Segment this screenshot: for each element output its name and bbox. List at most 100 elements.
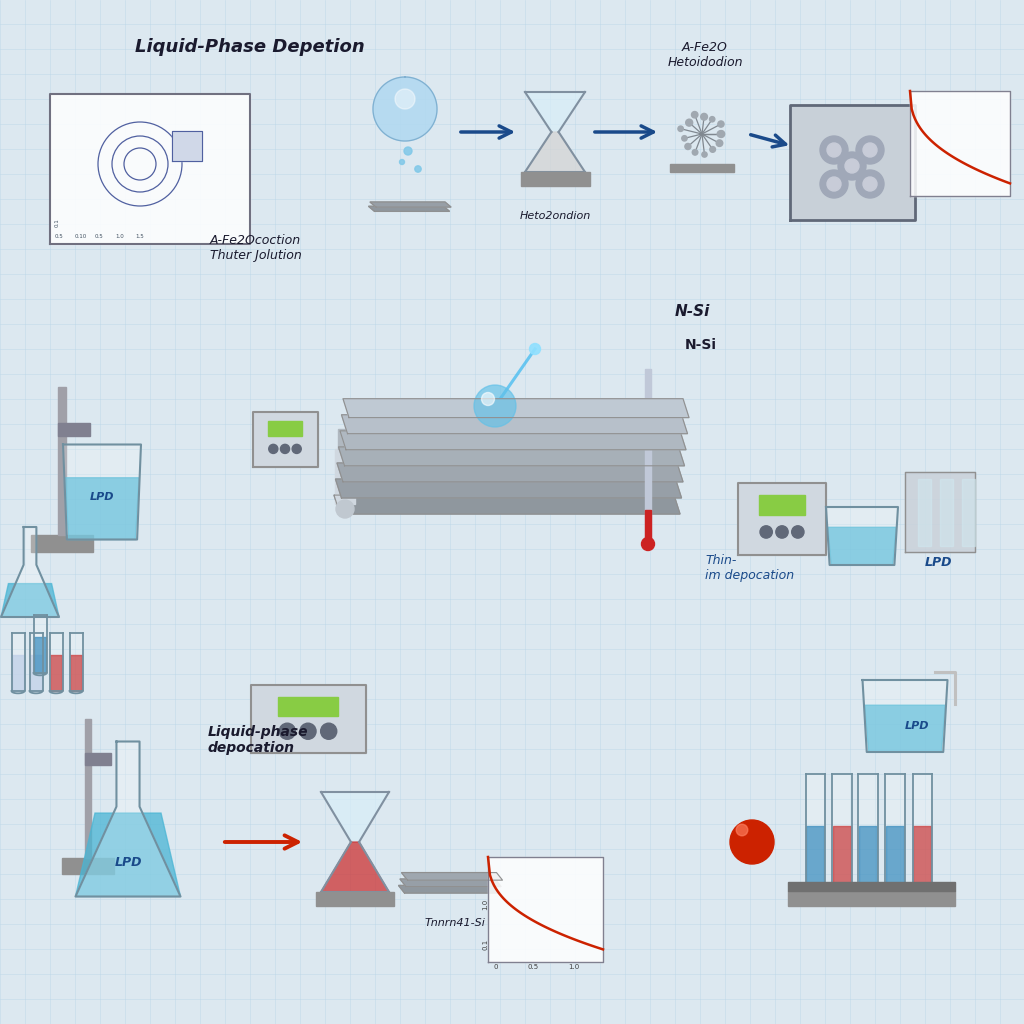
Polygon shape [520, 172, 590, 186]
Polygon shape [859, 826, 877, 898]
Polygon shape [58, 386, 66, 535]
Polygon shape [321, 842, 389, 892]
Text: 1.0: 1.0 [568, 964, 580, 970]
Polygon shape [940, 479, 953, 546]
Polygon shape [343, 398, 689, 418]
Polygon shape [400, 879, 501, 887]
Polygon shape [370, 202, 451, 207]
Polygon shape [373, 77, 437, 141]
Circle shape [399, 160, 404, 165]
Text: 1.0: 1.0 [115, 234, 124, 239]
Polygon shape [788, 882, 955, 891]
Circle shape [529, 343, 541, 354]
Polygon shape [70, 633, 83, 691]
Circle shape [686, 119, 692, 126]
Polygon shape [806, 773, 824, 898]
Polygon shape [268, 421, 302, 436]
Circle shape [827, 143, 841, 157]
Polygon shape [321, 792, 389, 842]
Circle shape [700, 114, 708, 120]
Circle shape [691, 112, 698, 118]
Polygon shape [886, 773, 904, 898]
Polygon shape [340, 431, 686, 450]
Circle shape [404, 147, 412, 155]
Polygon shape [910, 91, 1010, 196]
Polygon shape [335, 449, 355, 504]
Polygon shape [30, 633, 43, 691]
Polygon shape [49, 633, 62, 691]
Polygon shape [827, 527, 896, 565]
Polygon shape [336, 479, 682, 498]
Polygon shape [834, 826, 851, 898]
Circle shape [863, 177, 877, 191]
Polygon shape [488, 857, 603, 962]
Circle shape [792, 525, 804, 539]
Circle shape [692, 150, 697, 155]
Polygon shape [398, 886, 500, 893]
Circle shape [481, 392, 495, 406]
Polygon shape [85, 719, 91, 858]
Circle shape [718, 130, 725, 137]
Text: N-Si: N-Si [685, 338, 717, 352]
Polygon shape [759, 496, 805, 515]
Polygon shape [858, 773, 878, 898]
Text: Heto2ondion: Heto2ondion [519, 211, 591, 221]
Circle shape [710, 117, 715, 122]
Polygon shape [790, 104, 914, 219]
Circle shape [685, 143, 691, 150]
Text: 1.5: 1.5 [135, 234, 143, 239]
Text: LPD: LPD [115, 856, 141, 869]
Circle shape [863, 143, 877, 157]
Polygon shape [339, 446, 684, 466]
Circle shape [415, 166, 421, 172]
Circle shape [716, 140, 723, 146]
Polygon shape [862, 680, 947, 752]
Text: 0.1: 0.1 [482, 939, 488, 950]
Circle shape [641, 538, 654, 551]
Polygon shape [826, 507, 898, 565]
Text: LPD: LPD [90, 492, 115, 502]
Circle shape [321, 723, 337, 739]
Polygon shape [1, 584, 59, 617]
Polygon shape [334, 495, 680, 514]
Polygon shape [913, 826, 931, 898]
Circle shape [336, 500, 354, 518]
Polygon shape [50, 655, 61, 691]
Polygon shape [85, 753, 112, 765]
Polygon shape [31, 535, 93, 552]
Text: N-Si: N-Si [675, 304, 711, 319]
Polygon shape [645, 369, 651, 542]
Polygon shape [401, 872, 503, 881]
Polygon shape [63, 444, 141, 540]
Text: Liquid-phase
depocation: Liquid-phase depocation [208, 725, 308, 755]
Text: A-Fe2O
Hetoidodion: A-Fe2O Hetoidodion [668, 41, 742, 69]
Circle shape [280, 723, 295, 739]
Text: 0: 0 [493, 964, 498, 970]
Polygon shape [58, 423, 90, 436]
Circle shape [718, 121, 724, 127]
Polygon shape [962, 479, 975, 546]
Circle shape [281, 444, 290, 454]
Text: Tnnrn41-Si: Tnnrn41-Si [425, 918, 485, 928]
Text: LPD: LPD [905, 721, 930, 731]
Circle shape [717, 131, 723, 137]
Polygon shape [253, 412, 317, 467]
Circle shape [856, 136, 884, 164]
Polygon shape [62, 858, 114, 873]
Polygon shape [76, 741, 180, 896]
Polygon shape [833, 773, 852, 898]
Circle shape [736, 824, 748, 836]
Circle shape [776, 525, 788, 539]
Polygon shape [905, 472, 975, 552]
Polygon shape [525, 92, 585, 132]
Circle shape [701, 152, 708, 157]
Polygon shape [12, 655, 24, 691]
Polygon shape [864, 706, 945, 752]
Polygon shape [341, 415, 687, 434]
Polygon shape [50, 94, 250, 244]
Polygon shape [279, 696, 338, 716]
Circle shape [856, 170, 884, 198]
Polygon shape [645, 510, 651, 542]
Polygon shape [172, 131, 202, 161]
Circle shape [820, 170, 848, 198]
